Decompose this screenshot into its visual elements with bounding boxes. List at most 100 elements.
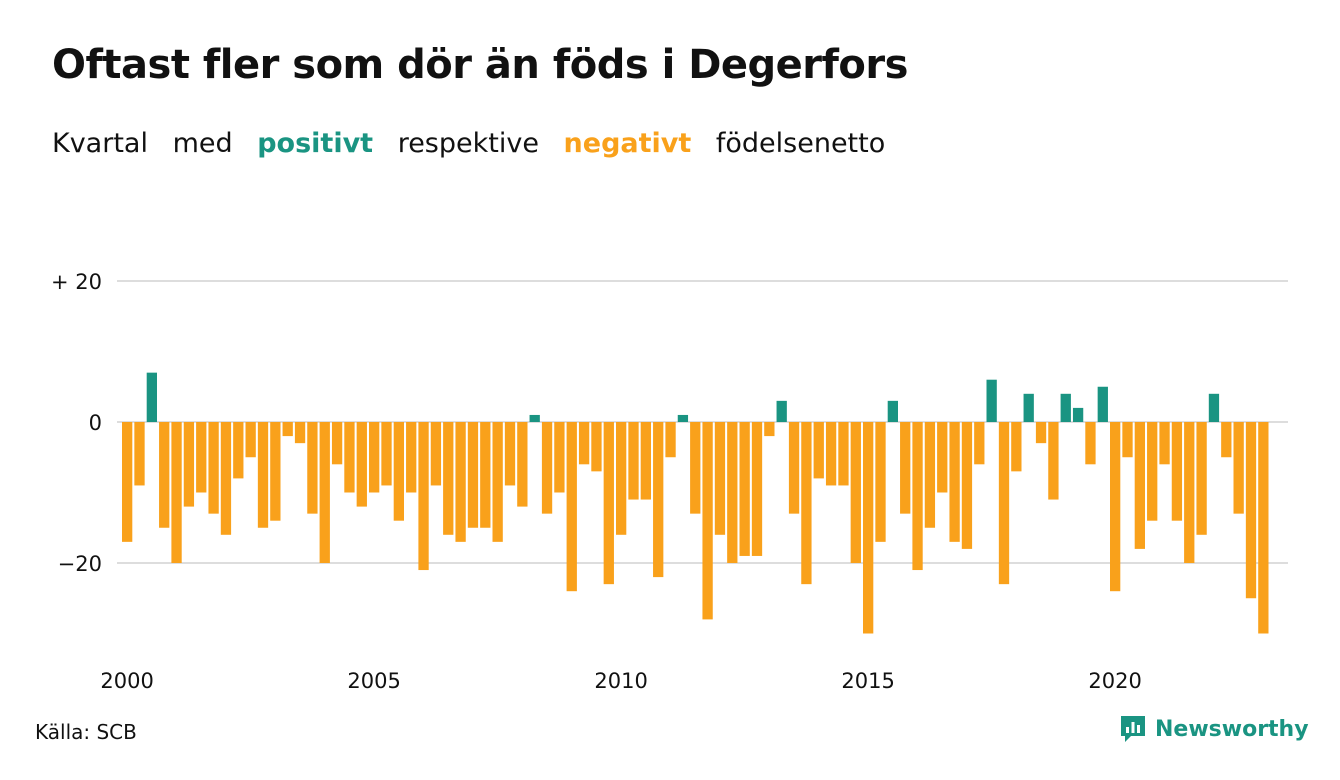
bar: [480, 422, 491, 528]
bar: [825, 422, 837, 486]
subtitle-part-med: med: [172, 128, 233, 159]
bar: [1245, 422, 1257, 599]
bar: [529, 414, 540, 422]
bar: [369, 422, 380, 493]
bar: [616, 422, 627, 535]
bar: [949, 422, 960, 542]
bar: [1233, 422, 1244, 514]
bar: [863, 422, 874, 634]
bar: [282, 422, 293, 437]
bar: [714, 422, 726, 535]
y-tick-label: −20: [58, 552, 102, 576]
bar: [517, 422, 528, 507]
bar: [1097, 386, 1108, 422]
bar: [912, 422, 923, 571]
bar: [1110, 422, 1121, 592]
bar: [1072, 407, 1084, 422]
bar: [1147, 422, 1158, 521]
bar: [1048, 422, 1059, 500]
chart-title: Oftast fler som dör än föds i Degerfors: [52, 42, 908, 88]
bar: [788, 422, 800, 514]
bar: [801, 422, 812, 585]
y-tick-label: + 20: [51, 270, 102, 294]
bar: [220, 422, 232, 535]
bar: [986, 379, 997, 422]
bar: [702, 422, 713, 620]
bar: [665, 422, 676, 458]
bar: [764, 422, 775, 437]
bar: [591, 422, 602, 472]
bar: [924, 422, 936, 528]
bar: [257, 422, 269, 528]
bar: [566, 422, 577, 592]
bar: [381, 422, 392, 486]
bar: [122, 422, 133, 542]
bar: [492, 422, 503, 542]
bar: [159, 422, 170, 528]
x-tick-label: 2005: [347, 669, 400, 693]
subtitle-part-fodelsenetto: födelsenetto: [715, 128, 886, 159]
bar: [1035, 422, 1047, 444]
bar: [455, 422, 466, 542]
bar: [171, 422, 182, 563]
bar: [776, 400, 787, 422]
subtitle-negative-label: negativt: [563, 128, 692, 159]
bar: [196, 422, 207, 493]
x-tick-label: 2020: [1088, 669, 1141, 693]
bar: [430, 422, 442, 486]
bar: [900, 422, 911, 514]
bar: [1023, 393, 1034, 422]
x-tick-label: 2010: [594, 669, 647, 693]
bar: [1085, 422, 1096, 465]
subtitle-positive-label: positivt: [257, 128, 374, 159]
bar: [961, 422, 973, 549]
bar: [504, 422, 516, 486]
bar: [331, 422, 343, 465]
bar: [751, 422, 763, 556]
bar: [443, 422, 454, 535]
bar: [887, 400, 898, 422]
bar: [208, 422, 219, 514]
bar: [233, 422, 244, 479]
bar: [146, 372, 157, 422]
brand-name: Newsworthy: [1155, 716, 1309, 742]
bar: [554, 422, 565, 493]
bar: [850, 422, 861, 563]
bar: [1159, 422, 1170, 465]
bar: [270, 422, 281, 521]
x-tick-label: 2000: [100, 669, 153, 693]
bar: [603, 422, 614, 585]
bar: [541, 422, 553, 514]
bar: [319, 422, 330, 563]
bar: [578, 422, 590, 465]
chart-subtitle: Kvartal med positivt respektive negativt…: [52, 128, 901, 159]
bar: [467, 422, 479, 528]
y-tick-label: 0: [89, 411, 102, 435]
bar: [1196, 422, 1207, 535]
bar: [1208, 393, 1220, 422]
bar: [690, 422, 701, 514]
bar: [727, 422, 738, 563]
bar: [245, 422, 256, 458]
bar: [393, 422, 404, 521]
bar: [998, 422, 1010, 585]
subtitle-part-respektive: respektive: [397, 128, 539, 159]
bar: [1171, 422, 1183, 521]
bar: [1184, 422, 1195, 563]
bar: [974, 422, 985, 465]
bar: [418, 422, 429, 571]
bar: [1258, 422, 1269, 634]
newsworthy-chart-icon: [1121, 716, 1145, 742]
bar: [406, 422, 417, 493]
bar: [356, 422, 367, 507]
bar: [1011, 422, 1022, 472]
bar: [875, 422, 886, 542]
bar: [677, 414, 689, 422]
bar: [294, 422, 306, 444]
bar: [1122, 422, 1133, 458]
bar: [1060, 393, 1071, 422]
bar: [813, 422, 824, 479]
source-note: Källa: SCB: [35, 720, 137, 744]
bar: [134, 422, 145, 486]
